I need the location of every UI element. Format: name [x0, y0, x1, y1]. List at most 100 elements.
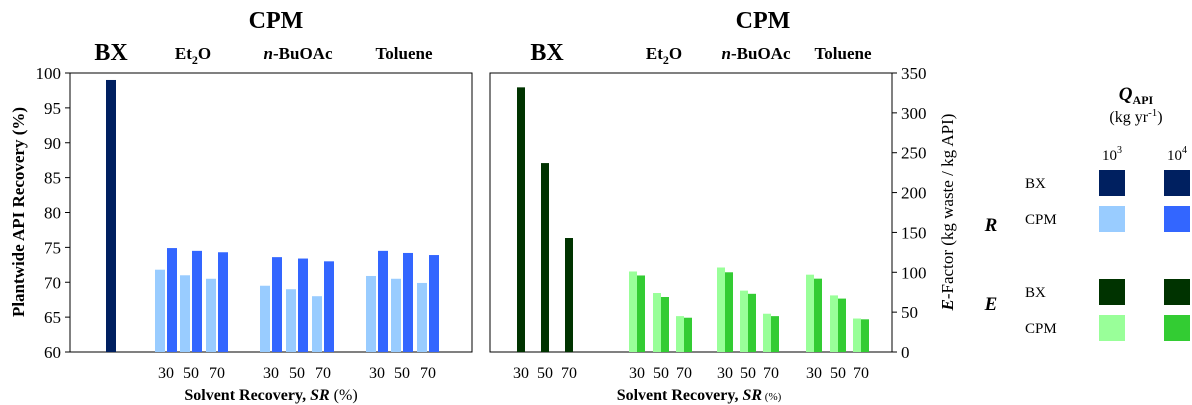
group-label-et2o: Et2O [175, 44, 211, 67]
bar-cpm-1e3 [717, 267, 725, 352]
bar-cpm-1e3 [417, 282, 427, 352]
bar-cpm-1e3 [806, 274, 814, 352]
x-tick-label: 30 [369, 365, 385, 382]
legend: QAPI(kg yr-1) 103 104 R BX CPM E BX CPM [984, 84, 1190, 341]
bar-cpm-1e3 [629, 271, 637, 352]
bar-cpm-1e4 [378, 250, 388, 352]
x-tick-label: 70 [209, 365, 225, 382]
y-tick-label: 65 [44, 308, 61, 327]
chart-title: CPM [249, 8, 304, 34]
bar-cpm-1e3 [312, 296, 322, 352]
bar-cpm-1e3 [206, 278, 216, 352]
bar-cpm-1e3 [391, 278, 401, 352]
bar-cpm-1e4 [272, 257, 282, 352]
legend-title: QAPI [1119, 84, 1154, 107]
group-label-et2o: Et2O [646, 44, 682, 67]
bar-bx-1e4 [106, 79, 116, 352]
x-tick-label: 50 [183, 365, 199, 382]
bar-cpm-1e4 [167, 248, 177, 352]
x-tick-label: 50 [289, 365, 305, 382]
legend-swatch [1099, 279, 1125, 305]
x-tick-label: 30 [513, 365, 529, 382]
x-tick-label: 30 [717, 365, 733, 382]
y-tick-label: 200 [901, 184, 927, 203]
x-tick-label: 70 [561, 365, 577, 382]
legend-swatch [1099, 315, 1125, 341]
legend-swatch [1164, 170, 1190, 196]
x-tick-label: 70 [763, 365, 779, 382]
x-tick-label: 30 [158, 365, 174, 382]
bar-cpm-1e4 [637, 275, 645, 352]
group-label-toluene: Toluene [814, 44, 871, 63]
x-tick-label: 70 [676, 365, 692, 382]
bar-cpm-1e3 [853, 318, 861, 352]
legend-unit: (kg yr-1) [1109, 107, 1162, 126]
y-tick-label: 150 [901, 223, 927, 242]
legend-swatch [1099, 170, 1125, 196]
legend-group-symbol: E [984, 294, 998, 315]
chart-title: CPM [736, 8, 791, 34]
bar-cpm-1e4 [192, 250, 202, 352]
chart-e-factor: 0 50 100 150 200 250 300 350 30 50 70 30 50 70 30 50 70 3… [489, 8, 957, 404]
y-tick-label: 95 [44, 99, 61, 118]
y-tick-label: 300 [901, 104, 927, 123]
y-axis-label: E-Factor (kg waste / kg API) [938, 114, 957, 312]
bar-cpm-1e3 [286, 289, 296, 352]
bar-cpm-1e3 [740, 290, 748, 352]
x-tick-label: 70 [315, 365, 331, 382]
bar-cpm-1e4 [429, 255, 439, 352]
bar-cpm-1e4 [403, 252, 413, 352]
bar-bx-1e4 [541, 163, 549, 352]
group-label-bx: BX [94, 40, 128, 66]
legend-column-label: 104 [1167, 145, 1187, 164]
bar-cpm-1e4 [838, 298, 846, 352]
bar-cpm-1e4 [684, 317, 692, 352]
bar-cpm-1e4 [324, 261, 334, 352]
x-axis-label: Solvent Recovery, SR (%) [184, 387, 357, 404]
bar-cpm-1e3 [180, 275, 190, 352]
y-tick-label: 70 [44, 273, 61, 292]
bar-cpm-1e4 [814, 278, 822, 352]
y-tick-label: 90 [44, 134, 61, 153]
bar-cpm-1e3 [763, 313, 771, 352]
x-tick-label: 30 [263, 365, 279, 382]
bar-cpm-1e4 [218, 252, 228, 352]
y-tick-label: 80 [44, 204, 61, 223]
legend-row-label: CPM [1025, 212, 1057, 228]
bar-cpm-1e3 [260, 285, 270, 352]
bar-cpm-1e4 [861, 319, 869, 352]
y-tick-label: 50 [901, 303, 918, 322]
y-tick-label: 60 [44, 343, 61, 362]
bar-bx-1e4 [565, 238, 573, 352]
bar-cpm-1e4 [771, 316, 779, 352]
y-tick-label: 0 [901, 343, 910, 362]
y-axis-label: Plantwide API Recovery (%) [9, 107, 28, 317]
bar-cpm-1e4 [298, 258, 308, 352]
legend-swatch [1164, 279, 1190, 305]
x-tick-label: 50 [653, 365, 669, 382]
x-tick-label: 30 [629, 365, 645, 382]
bar-cpm-1e3 [155, 269, 165, 352]
y-tick-label: 100 [901, 263, 927, 282]
bar-cpm-1e3 [366, 275, 376, 352]
bar-cpm-1e3 [830, 295, 838, 352]
legend-swatch [1164, 206, 1190, 232]
y-tick-label: 250 [901, 144, 927, 163]
x-tick-label: 70 [853, 365, 869, 382]
legend-group-symbol: R [984, 215, 998, 236]
y-tick-label: 350 [901, 64, 927, 83]
bar-cpm-1e4 [661, 296, 669, 352]
legend-row-label: BX [1025, 285, 1046, 301]
x-axis-label: Solvent Recovery, SR (%) [617, 387, 782, 404]
y-tick-label: 75 [44, 238, 61, 257]
bar-cpm-1e4 [725, 272, 733, 352]
x-tick-label: 50 [740, 365, 756, 382]
x-tick-label: 50 [830, 365, 846, 382]
bar-cpm-1e4 [748, 293, 756, 352]
group-label-toluene: Toluene [375, 44, 432, 63]
y-tick-label: 85 [44, 169, 61, 188]
x-tick-label: 50 [537, 365, 553, 382]
group-label-nbuoac: n-BuOAc [264, 44, 333, 63]
legend-row-label: BX [1025, 176, 1046, 192]
